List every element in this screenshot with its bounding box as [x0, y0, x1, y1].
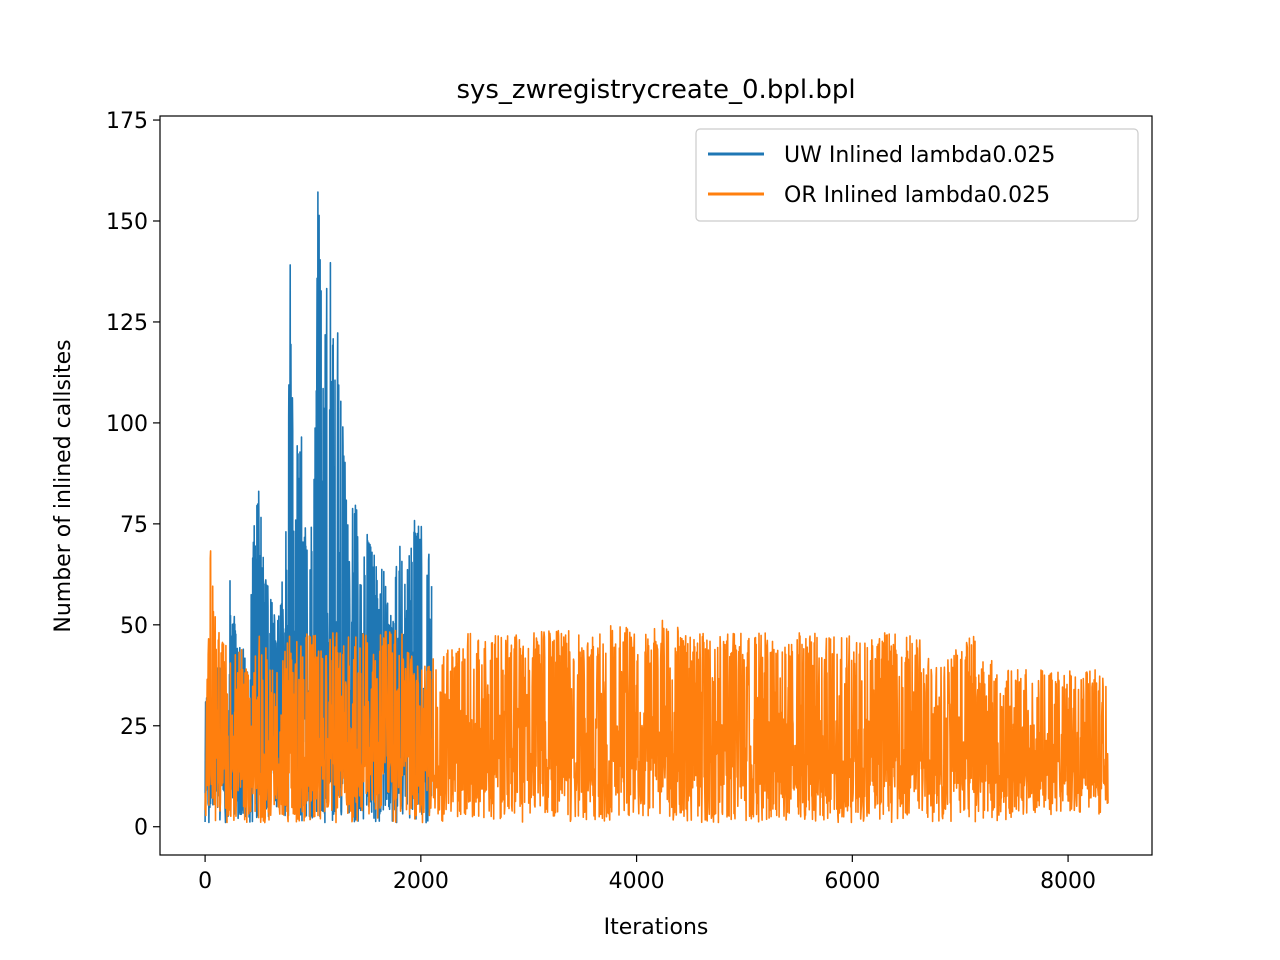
x-tick-label: 2000	[393, 869, 449, 894]
chart-title: sys_zwregistrycreate_0.bpl.bpl	[456, 75, 855, 105]
legend-label-uw: UW Inlined lambda0.025	[784, 143, 1055, 168]
x-tick-label: 8000	[1040, 869, 1096, 894]
x-axis: 0 2000 4000 6000 8000	[198, 855, 1096, 894]
legend: UW Inlined lambda0.025 OR Inlined lambda…	[695, 128, 1139, 222]
y-tick-label: 100	[106, 412, 148, 437]
y-tick-label: 125	[106, 311, 148, 336]
y-tick-label: 75	[120, 513, 148, 538]
x-tick-label: 0	[198, 869, 212, 894]
legend-label-or: OR Inlined lambda0.025	[784, 183, 1050, 208]
y-axis: 0 25 50 75 100 125 150 175	[106, 109, 160, 841]
y-tick-label: 50	[120, 614, 148, 639]
y-tick-label: 25	[120, 715, 148, 740]
x-tick-label: 4000	[609, 869, 665, 894]
y-tick-label: 150	[106, 210, 148, 235]
series-line-or	[204, 550, 1109, 824]
x-axis-title: Iterations	[604, 915, 709, 940]
series-layer	[204, 191, 1109, 824]
y-tick-label: 0	[134, 816, 148, 841]
y-axis-title: Number of inlined callsites	[51, 339, 76, 632]
y-tick-label: 175	[106, 109, 148, 134]
x-tick-label: 6000	[824, 869, 880, 894]
plot-frame	[159, 115, 1153, 856]
legend-box	[695, 128, 1139, 222]
